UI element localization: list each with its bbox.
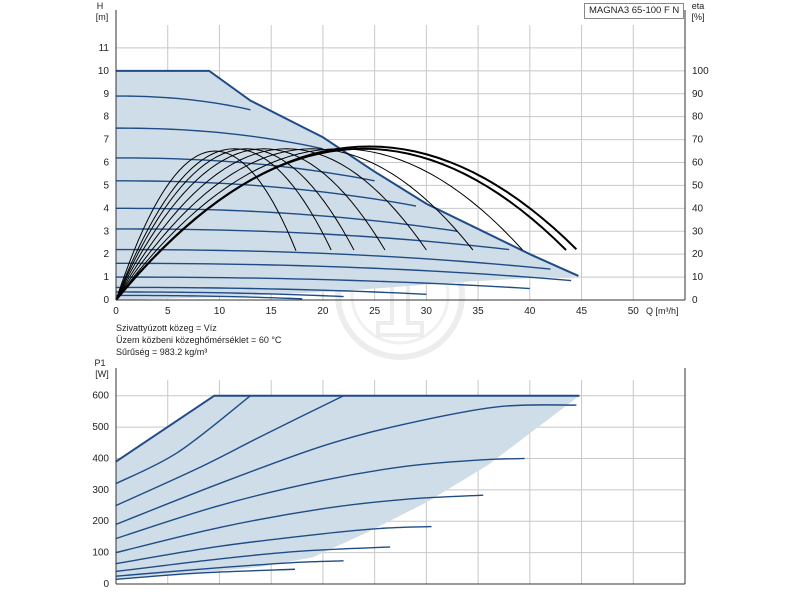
y-axis-label: P1 xyxy=(94,358,105,368)
efficiency-curve xyxy=(115,148,355,301)
head-curve xyxy=(115,262,572,282)
head-curve xyxy=(115,95,251,111)
power-envelope xyxy=(116,395,580,580)
y-tick-label: 0 xyxy=(103,295,109,306)
y-axis-label: H xyxy=(97,1,104,11)
y-axis-unit: [W] xyxy=(95,369,109,379)
efficiency-curve xyxy=(115,148,386,301)
medium-info-line-3: Sűrűség = 983.2 kg/m³ xyxy=(116,347,208,357)
efficiency-curve xyxy=(115,148,427,301)
power-curve xyxy=(115,560,344,577)
x-tick-label: 0 xyxy=(113,306,119,317)
y-tick-label: 4 xyxy=(103,203,109,214)
max-head-curve xyxy=(116,69,579,277)
operating-envelope xyxy=(116,70,579,300)
x-tick-label: 35 xyxy=(473,306,485,317)
efficiency-curve xyxy=(115,148,474,301)
y2-tick-label: 80 xyxy=(692,112,704,123)
x-tick-label: 25 xyxy=(369,306,381,317)
y2-tick-label: 10 xyxy=(692,272,704,283)
y-tick-label: 100 xyxy=(92,548,109,559)
y-tick-label: 600 xyxy=(92,391,109,402)
y-tick-label: 9 xyxy=(103,89,109,100)
y-tick-label: 5 xyxy=(103,180,109,191)
x-tick-label: 40 xyxy=(524,306,536,317)
y2-tick-label: 0 xyxy=(692,295,698,306)
y2-tick-label: 100 xyxy=(692,66,709,77)
x-tick-label: 5 xyxy=(165,306,171,317)
y2-axis-label: eta xyxy=(692,1,705,11)
power-curve xyxy=(115,525,432,565)
y-tick-label: 200 xyxy=(92,516,109,527)
y-tick-label: 11 xyxy=(99,43,110,54)
head-curve xyxy=(115,157,375,182)
x-tick-label: 15 xyxy=(266,306,278,317)
head-curve xyxy=(115,207,458,232)
efficiency-curve xyxy=(115,148,523,301)
power-curve xyxy=(115,395,251,485)
y-tick-label: 3 xyxy=(103,226,109,237)
efficiency-curve xyxy=(115,145,578,301)
x-tick-label: 45 xyxy=(576,306,588,317)
y2-tick-label: 60 xyxy=(692,158,704,169)
medium-info-line-1: Szivattyúzott közeg = Víz xyxy=(116,323,217,333)
y-tick-label: 2 xyxy=(103,249,109,260)
y2-tick-label: 40 xyxy=(692,203,704,214)
head-curve xyxy=(115,286,427,295)
power-curve xyxy=(115,546,391,573)
power-curve xyxy=(115,494,484,554)
head-curve xyxy=(115,276,530,290)
medium-info-line-2: Üzem közbeni közeghőmérséklet = 60 °C xyxy=(116,335,282,345)
power-curve xyxy=(115,568,296,580)
x-tick-label: 10 xyxy=(214,306,226,317)
max-power-curve xyxy=(115,394,580,463)
y-tick-label: 400 xyxy=(92,453,109,464)
head-curve xyxy=(115,127,324,150)
y2-tick-label: 50 xyxy=(692,180,704,191)
y2-tick-label: 90 xyxy=(692,89,704,100)
y-tick-label: 500 xyxy=(92,422,109,433)
y2-tick-label: 30 xyxy=(692,226,704,237)
y2-tick-label: 70 xyxy=(692,135,704,146)
y2-axis-unit: [%] xyxy=(691,12,704,22)
power-curve xyxy=(115,457,525,540)
head-curve xyxy=(115,291,344,298)
y-tick-label: 1 xyxy=(103,272,109,283)
y2-tick-label: 20 xyxy=(692,249,704,260)
y-tick-label: 10 xyxy=(98,66,110,77)
y-tick-label: 300 xyxy=(92,485,109,496)
efficiency-curve xyxy=(115,148,332,301)
power-chart: 0 100 200 300 400 500 600 P1[W] xyxy=(92,358,686,590)
efficiency-curve xyxy=(115,150,297,301)
y-axis-unit: [m] xyxy=(96,12,109,22)
y-tick-label: 6 xyxy=(103,158,109,169)
head-curve xyxy=(115,248,551,270)
x-tick-label: 30 xyxy=(421,306,433,317)
power-curve xyxy=(115,404,577,526)
head-curve xyxy=(115,294,303,300)
x-tick-label: 50 xyxy=(628,306,640,317)
y-tick-label: 7 xyxy=(103,135,109,146)
power-curve xyxy=(115,395,344,507)
head-curve xyxy=(115,180,417,207)
pump-model-title: MAGNA3 65-100 F N xyxy=(584,3,685,19)
y-tick-label: 0 xyxy=(103,579,109,590)
x-tick-label: 20 xyxy=(317,306,329,317)
x-axis-label: Q [m³/h] xyxy=(646,306,679,316)
y-tick-label: 8 xyxy=(103,112,109,123)
